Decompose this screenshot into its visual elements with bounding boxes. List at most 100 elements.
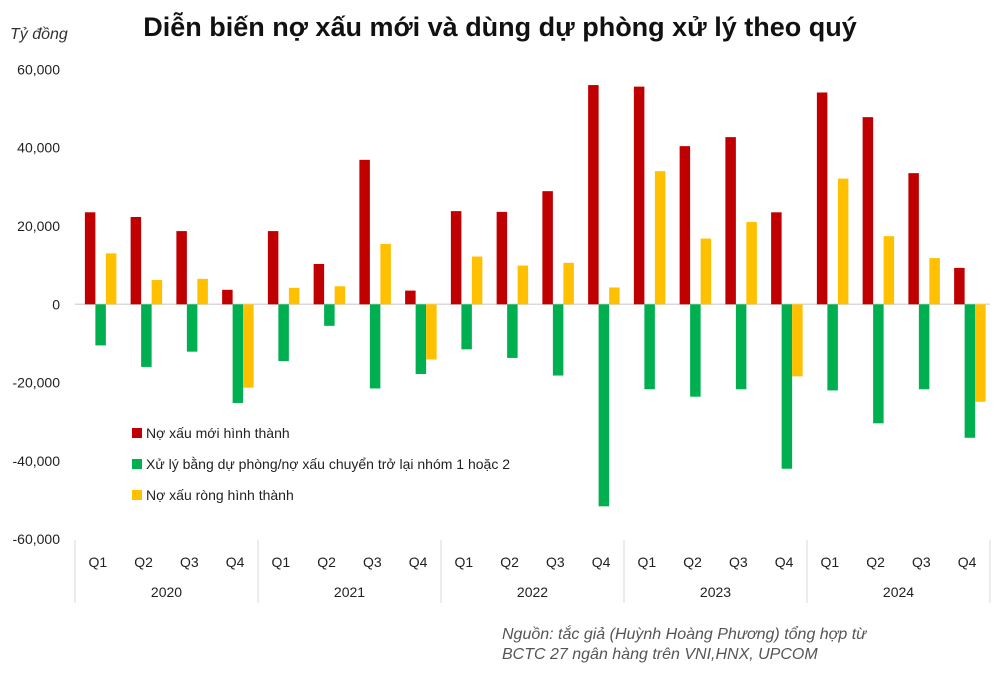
- bar-net-npl: [288, 287, 300, 305]
- bar-provision: [507, 304, 518, 358]
- bar-new-npl: [542, 191, 553, 305]
- bar-new-npl: [84, 212, 96, 305]
- y-tick-label: 60,000: [17, 61, 60, 77]
- legend-label: Nợ xấu ròng hình thành: [146, 487, 294, 503]
- bar-new-npl: [725, 137, 736, 305]
- bar-provision: [95, 304, 106, 346]
- bar-provision: [690, 304, 701, 397]
- bar-new-npl: [588, 85, 599, 305]
- x-tick-quarter: Q1: [272, 554, 291, 570]
- bar-net-npl: [197, 278, 208, 305]
- x-tick-quarter: Q1: [89, 554, 108, 570]
- bar-provision: [735, 304, 747, 390]
- source-line-2: BCTC 27 ngân hàng trên VNI,HNX, UPCOM: [502, 646, 818, 663]
- y-tick-label: 20,000: [17, 218, 60, 234]
- bar-provision: [552, 304, 564, 376]
- bar-new-npl: [130, 216, 142, 305]
- bar-net-npl: [105, 253, 117, 305]
- bar-provision: [141, 304, 152, 367]
- bar-net-npl: [700, 238, 712, 305]
- x-tick-year: 2020: [151, 584, 182, 600]
- y-axis-unit: Tỷ đồng: [10, 26, 68, 43]
- x-tick-quarter: Q3: [363, 554, 382, 570]
- bar-new-npl: [633, 86, 645, 305]
- y-tick-label: -20,000: [13, 375, 61, 391]
- bar-new-npl: [313, 263, 325, 305]
- x-tick-quarter: Q1: [821, 554, 840, 570]
- bar-net-npl: [746, 222, 757, 305]
- bar-new-npl: [908, 173, 919, 305]
- bar-provision: [964, 304, 976, 438]
- y-tick-label: 40,000: [17, 140, 60, 156]
- x-tick-quarter: Q2: [866, 554, 885, 570]
- bar-new-npl: [222, 289, 233, 305]
- x-tick-quarter: Q3: [180, 554, 199, 570]
- bar-provision: [644, 304, 655, 390]
- chart-title: Diễn biến nợ xấu mới và dùng dự phòng xử…: [143, 12, 857, 42]
- bar-provision: [873, 304, 884, 424]
- legend-label: Nợ xấu mới hình thành: [146, 425, 290, 441]
- source-line-1: Nguồn: tắc giả (Huỳnh Hoàng Phương) tổng…: [502, 626, 867, 643]
- bar-new-npl: [176, 231, 187, 305]
- legend-label: Xử lý bằng dự phòng/nợ xấu chuyển trở lạ…: [146, 456, 510, 472]
- x-tick-quarter: Q4: [775, 554, 794, 570]
- x-tick-quarter: Q4: [226, 554, 245, 570]
- bar-net-npl: [792, 304, 803, 377]
- bar-provision: [598, 304, 610, 507]
- bar-provision: [324, 304, 335, 326]
- x-tick-year: 2022: [517, 584, 548, 600]
- x-tick-quarter: Q4: [958, 554, 977, 570]
- bar-new-npl: [862, 117, 874, 305]
- bar-net-npl: [975, 304, 986, 402]
- bar-provision: [415, 304, 427, 374]
- bar-new-npl: [267, 231, 279, 305]
- x-tick-quarter: Q4: [592, 554, 611, 570]
- y-tick-label: -60,000: [13, 531, 61, 547]
- bar-provision: [827, 304, 838, 391]
- bar-net-npl: [471, 256, 483, 305]
- bar-net-npl: [380, 244, 391, 305]
- x-tick-year: 2021: [334, 584, 365, 600]
- x-tick-year: 2023: [700, 584, 731, 600]
- bar-new-npl: [771, 212, 782, 305]
- bar-net-npl: [883, 236, 895, 305]
- x-tick-quarter: Q1: [638, 554, 657, 570]
- bar-provision: [461, 304, 472, 350]
- bar-net-npl: [609, 287, 620, 305]
- bar-net-npl: [563, 262, 574, 305]
- bar-provision: [232, 304, 244, 403]
- bar-new-npl: [816, 92, 828, 305]
- bar-new-npl: [359, 159, 370, 305]
- bar-new-npl: [450, 211, 462, 305]
- bar-net-npl: [243, 304, 254, 388]
- bar-net-npl: [151, 280, 163, 305]
- x-tick-quarter: Q3: [546, 554, 565, 570]
- x-tick-quarter: Q2: [500, 554, 519, 570]
- x-tick-quarter: Q3: [912, 554, 931, 570]
- bar-net-npl: [654, 171, 666, 305]
- legend-swatch: [132, 459, 142, 469]
- legend-swatch: [132, 490, 142, 500]
- x-tick-quarter: Q2: [317, 554, 336, 570]
- bar-provision: [186, 304, 198, 352]
- x-tick-quarter: Q4: [409, 554, 428, 570]
- bar-provision: [278, 304, 289, 362]
- legend-swatch: [132, 428, 142, 438]
- bar-new-npl: [954, 267, 965, 305]
- bar-new-npl: [405, 290, 416, 305]
- x-tick-quarter: Q2: [683, 554, 702, 570]
- bar-new-npl: [679, 146, 691, 305]
- bar-provision: [781, 304, 793, 469]
- y-tick-label: -40,000: [13, 453, 61, 469]
- bar-net-npl: [929, 258, 940, 305]
- bar-new-npl: [496, 211, 508, 305]
- x-tick-quarter: Q1: [455, 554, 474, 570]
- source-note: Nguồn: tắc giả (Huỳnh Hoàng Phương) tổng…: [502, 625, 866, 665]
- bar-net-npl: [426, 304, 437, 360]
- bar-provision: [918, 304, 930, 390]
- bar-provision: [369, 304, 381, 389]
- y-tick-label: 0: [52, 296, 60, 312]
- x-tick-quarter: Q3: [729, 554, 748, 570]
- bar-net-npl: [517, 265, 529, 305]
